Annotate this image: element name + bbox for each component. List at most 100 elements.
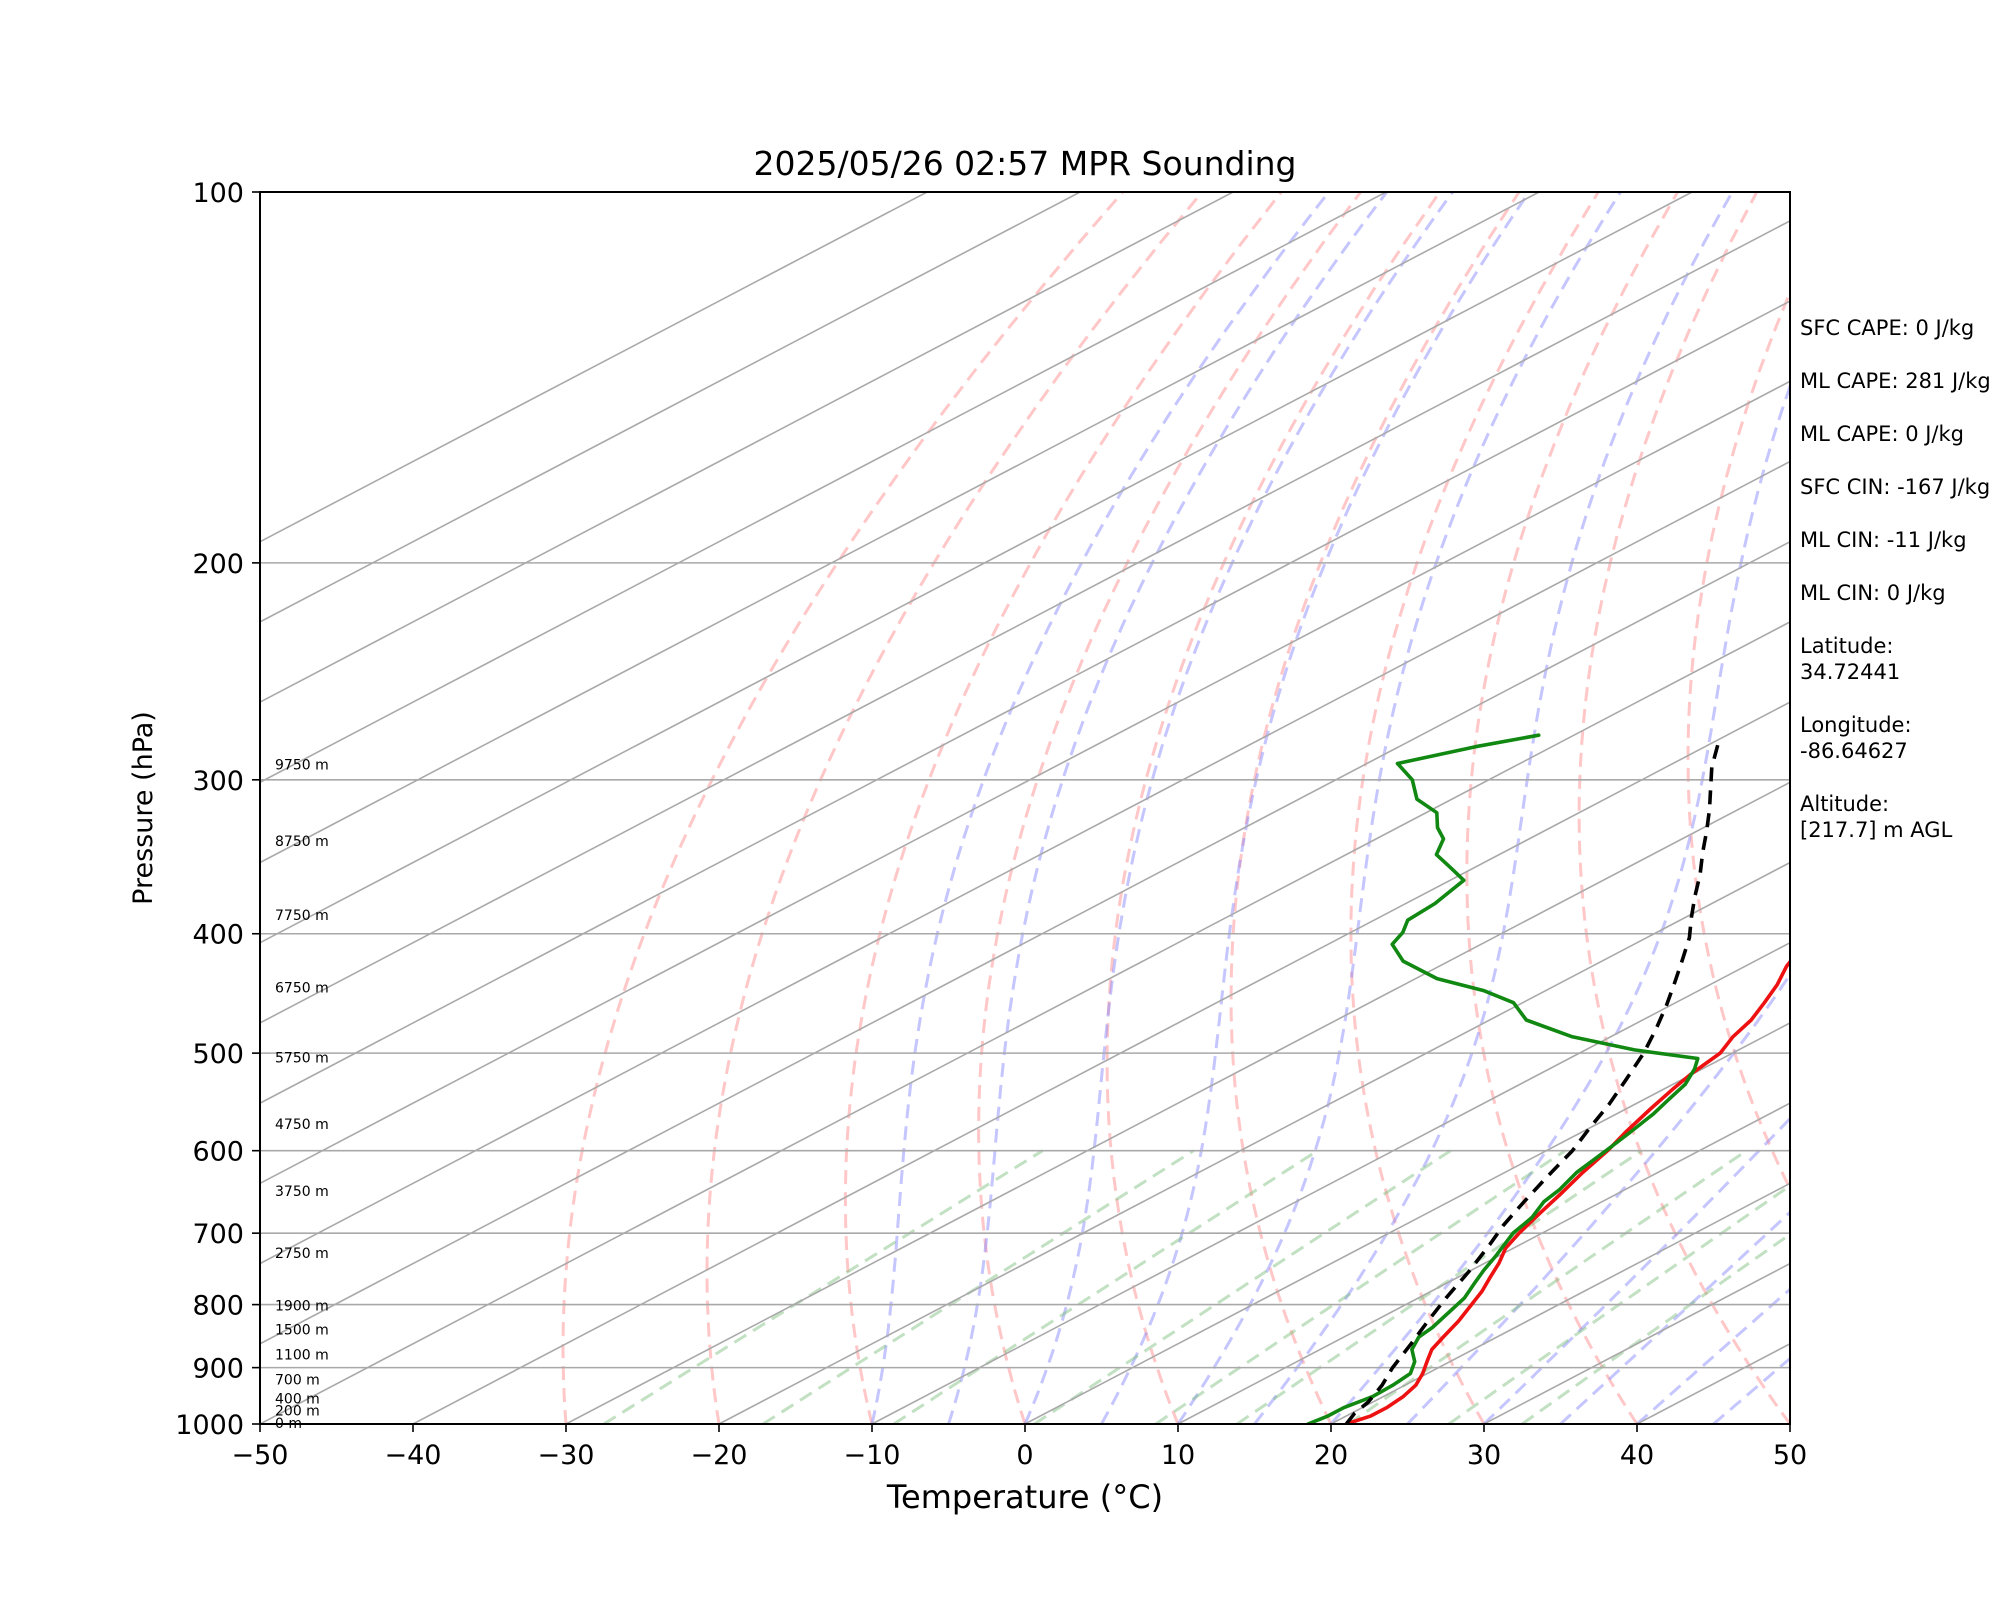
x-tick-label: −30: [538, 1440, 595, 1471]
moist-adiabat: [870, 192, 1330, 1424]
x-axis-label: Temperature (°C): [886, 1478, 1163, 1516]
height-label: 200 m: [275, 1404, 320, 1420]
isotherm-line: [1330, 1182, 1790, 1424]
x-tick-label: −50: [232, 1440, 289, 1471]
y-tick-label: 500: [192, 1039, 244, 1070]
isotherm-line: [260, 460, 1790, 1265]
dry-adiabat: [1577, 192, 1790, 1424]
y-axis-label: Pressure (hPa): [128, 711, 159, 905]
isotherm-line: [260, 380, 1790, 1185]
sounding-series-2: [1306, 733, 1700, 1424]
dry-adiabat: [1229, 192, 1521, 1424]
isotherm-line: [260, 300, 1790, 1105]
longitude-block: Longitude: -86.64627: [1800, 712, 2000, 764]
mixing-ratio-line: [1154, 1149, 1566, 1424]
isotherm-line: [871, 941, 1790, 1424]
isobars: [260, 562, 1790, 1369]
stat-ml-cin: ML CIN: -11 J/kg: [1800, 528, 1967, 552]
latitude-label: Latitude:: [1800, 634, 1894, 658]
dry-adiabat: [977, 192, 1362, 1424]
moist-adiabat: [1100, 192, 1531, 1424]
isotherm-line: [260, 192, 1387, 784]
stat-sfc-cape: SFC CAPE: 0 J/kg: [1800, 316, 1975, 340]
mixing-ratio-line: [1236, 1149, 1643, 1424]
height-label: 6750 m: [275, 980, 329, 996]
y-tick-label: 200: [192, 549, 244, 580]
height-label: 1100 m: [275, 1348, 329, 1364]
x-tick-label: 0: [1016, 1440, 1033, 1471]
isotherm-line: [260, 192, 1540, 864]
height-label: 1900 m: [275, 1299, 329, 1315]
dry-adiabat: [1349, 192, 1600, 1424]
plot-background: [260, 192, 1790, 1424]
moist-adiabat: [1406, 971, 1790, 1424]
dry-adiabat: [705, 192, 1204, 1424]
dry-adiabat: [1105, 192, 1442, 1424]
longitude-value: -86.64627: [1800, 739, 1908, 763]
height-label: 5750 m: [275, 1051, 329, 1067]
x-tick-label: 50: [1773, 1440, 1807, 1471]
isotherm-line: [260, 192, 1234, 704]
height-label: 3750 m: [275, 1184, 329, 1200]
stat-sfc-cin: SFC CIN: -167 J/kg: [1800, 475, 1991, 499]
isotherm-line: [260, 219, 1790, 1024]
longitude-label: Longitude:: [1800, 713, 1912, 737]
mixing-ratio-line: [1033, 1149, 1452, 1424]
isotherm-line: [260, 540, 1790, 1345]
x-tick-label: −20: [691, 1440, 748, 1471]
sounding-series: [1306, 733, 1790, 1424]
height-label: 8750 m: [275, 834, 329, 850]
x-axis-ticks: −50 −40 −30 −20 −10 0 10 20 30 40 50: [232, 1424, 1807, 1471]
isotherm-line: [260, 621, 1790, 1424]
isotherm-line: [565, 781, 1790, 1424]
dry-adiabat: [561, 192, 1124, 1424]
height-label: 9750 m: [275, 757, 329, 773]
isotherms: [260, 192, 1790, 1424]
y-tick-label: 800: [192, 1291, 244, 1322]
x-tick-label: 10: [1161, 1440, 1195, 1471]
isotherm-line: [260, 192, 928, 543]
moist-adiabats: [870, 192, 1790, 1424]
dry-adiabat: [843, 192, 1283, 1424]
y-tick-label: 400: [192, 920, 244, 951]
moist-adiabat: [947, 192, 1388, 1424]
mixing-ratio-line: [892, 1149, 1319, 1424]
stats-panel: SFC CAPE: 0 J/kg ML CAPE: 281 J/kg ML CA…: [1800, 315, 2000, 870]
stat-ml-cape: ML CAPE: 281 J/kg: [1800, 369, 1991, 393]
dry-adiabat: [1686, 288, 1790, 1193]
x-tick-label: 30: [1467, 1440, 1501, 1471]
isotherm-line: [412, 701, 1790, 1424]
height-label: 400 m: [275, 1391, 320, 1407]
plot-area: [260, 192, 1790, 1424]
stat-ml-cape-2: ML CAPE: 0 J/kg: [1800, 422, 1965, 446]
latitude-value: 34.72441: [1800, 660, 1901, 684]
latitude-block: Latitude: 34.72441: [1800, 633, 2000, 685]
isotherm-line: [1177, 1102, 1790, 1424]
height-label: 2750 m: [275, 1246, 329, 1262]
stat-ml-cin-2: ML CIN: 0 J/kg: [1800, 581, 1946, 605]
height-label: 1500 m: [275, 1323, 329, 1339]
isotherm-line: [1024, 1022, 1790, 1424]
chart-title: 2025/05/26 02:57 MPR Sounding: [753, 144, 1296, 183]
dry-adiabats: [561, 192, 1790, 1424]
height-label: 7750 m: [275, 908, 329, 924]
y-tick-label: 600: [192, 1137, 244, 1168]
moist-adiabat: [1329, 381, 1790, 1424]
y-tick-label: 1000: [175, 1410, 244, 1441]
height-label: 700 m: [275, 1373, 320, 1389]
moist-adiabat: [1253, 192, 1734, 1424]
x-tick-label: −40: [385, 1440, 442, 1471]
dry-adiabat: [1465, 192, 1679, 1424]
y-tick-label: 100: [192, 178, 244, 209]
isotherm-line: [260, 192, 1693, 944]
y-axis-ticks: 1000 900 800 700 600 500 400 300 200 100: [175, 178, 260, 1441]
x-tick-label: 40: [1620, 1440, 1654, 1471]
altitude-label: Altitude:: [1800, 792, 1890, 816]
sounding-series-1: [1344, 959, 1790, 1424]
altitude-value: [217.7] m AGL: [1800, 818, 1953, 842]
y-tick-label: 300: [192, 766, 244, 797]
height-label: 4750 m: [275, 1117, 329, 1133]
isotherm-line: [260, 192, 1081, 623]
